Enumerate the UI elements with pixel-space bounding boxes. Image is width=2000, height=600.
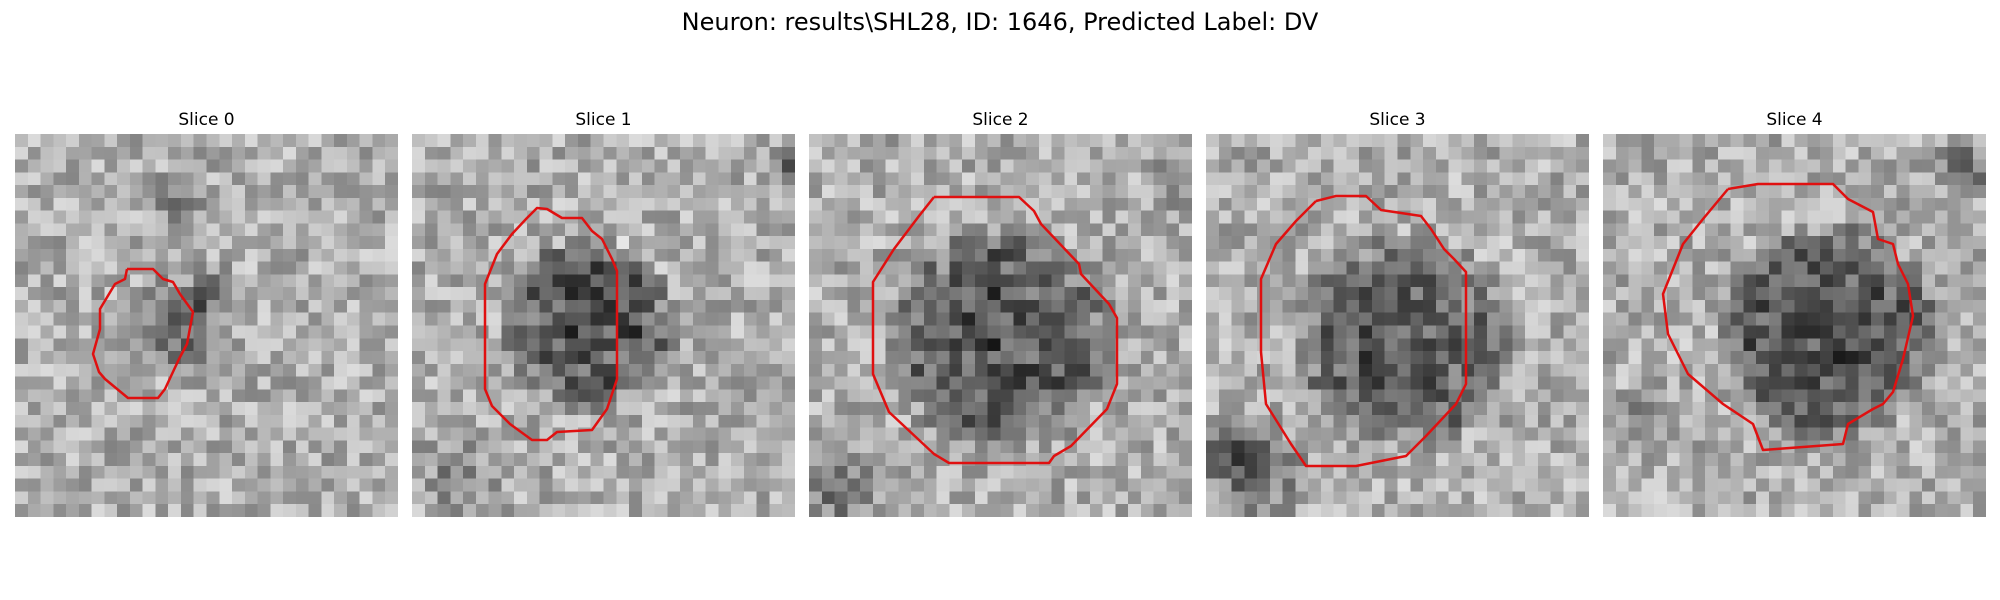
slice-panel-1: Slice 1 bbox=[412, 108, 795, 517]
contour-overlay-0 bbox=[91, 267, 195, 400]
neuron-contour-4 bbox=[1661, 182, 1915, 452]
slice-title-3: Slice 3 bbox=[1369, 110, 1426, 130]
neuron-contour-2 bbox=[871, 195, 1119, 465]
slice-title-0: Slice 0 bbox=[178, 110, 235, 130]
slice-panel-3: Slice 3 bbox=[1206, 108, 1589, 517]
slice-panel-0: Slice 0 bbox=[15, 108, 398, 517]
slice-panel-2: Slice 2 bbox=[809, 108, 1192, 517]
slice-title-1: Slice 1 bbox=[575, 110, 632, 130]
neuron-contour-1 bbox=[483, 206, 619, 442]
contour-overlay-4 bbox=[1661, 182, 1915, 452]
figure-title: Neuron: results\SHL28, ID: 1646, Predict… bbox=[681, 8, 1319, 36]
slice-title-4: Slice 4 bbox=[1766, 110, 1823, 130]
slice-image-0 bbox=[15, 134, 398, 517]
slice-image-3 bbox=[1206, 134, 1589, 517]
slice-title-2: Slice 2 bbox=[972, 110, 1029, 130]
contour-overlay-3 bbox=[1259, 194, 1468, 468]
neuron-contour-0 bbox=[91, 267, 195, 400]
contour-overlay-1 bbox=[483, 206, 619, 442]
slice-image-1 bbox=[412, 134, 795, 517]
contour-overlay-2 bbox=[871, 195, 1119, 465]
slice-panel-4: Slice 4 bbox=[1603, 108, 1986, 517]
neuron-contour-3 bbox=[1259, 194, 1468, 468]
